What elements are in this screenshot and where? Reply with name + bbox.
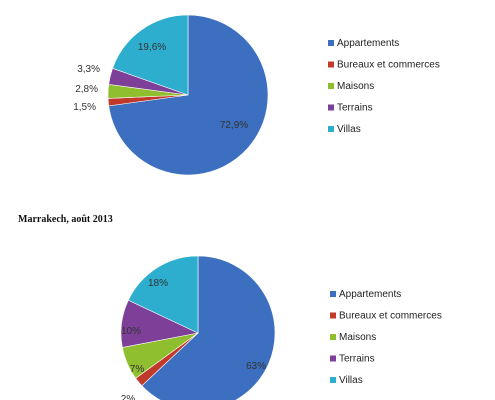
data-label-villas: 18% [148,278,168,289]
legend-entry-bureaux-et-commerces: Bureaux et commerces [337,60,440,71]
legend-entry-maisons: Maisons [337,81,374,92]
legend-entry-maisons: Maisons [339,332,376,343]
legend-swatch-bureaux-et-commerces [328,61,334,68]
legend-swatch-maisons [330,334,336,340]
data-label-maisons: 2,8% [75,84,98,95]
legend-swatch-bureaux-et-commerces [330,312,336,319]
data-label-bureaux-et-commerces: 2% [121,394,136,400]
legend-swatch-appartements [330,291,336,297]
data-label-appartements: 72,9% [220,120,248,131]
data-label-terrains: 10% [121,326,141,337]
pie-slice-appartements [108,14,269,176]
legend-entry-appartements: Appartements [339,289,401,300]
data-label-appartements: 63% [246,361,266,372]
pie-slice-villas [127,255,199,334]
pie-chart-1: 72,9% 1,5% 2,8% 3,3% 19,6% Appartements Bureau… [73,14,440,176]
data-label-terrains: 3,3% [77,64,100,75]
legend-swatch-terrains [330,355,336,362]
legend-swatch-terrains [328,104,334,111]
legend-entry-villas: Villas [339,375,363,386]
legend-entry-terrains: Terrains [339,354,375,365]
legend-entry-appartements: Appartements [337,38,399,49]
legend-swatch-villas [330,377,336,383]
legend-entry-terrains: Terrains [337,103,373,114]
data-label-bureaux-et-commerces: 1,5% [73,102,96,113]
legend-entry-bureaux-et-commerces: Bureaux et commerces [339,311,442,322]
legend-swatch-appartements [328,40,334,46]
pie-slice-villas [112,14,189,96]
data-label-villas: 19,6% [138,42,166,53]
pie-slice-appartements [141,255,276,400]
legend-swatch-villas [328,126,334,132]
legend-entry-villas: Villas [337,124,361,135]
pie-chart-2: 63% 2% 7% 10% 18% Marrakech, août 2013 Apparte… [18,214,442,400]
chart-title: Marrakech, août 2013 [18,214,113,225]
data-label-maisons: 7% [130,364,145,375]
legend-swatch-maisons [328,83,334,89]
